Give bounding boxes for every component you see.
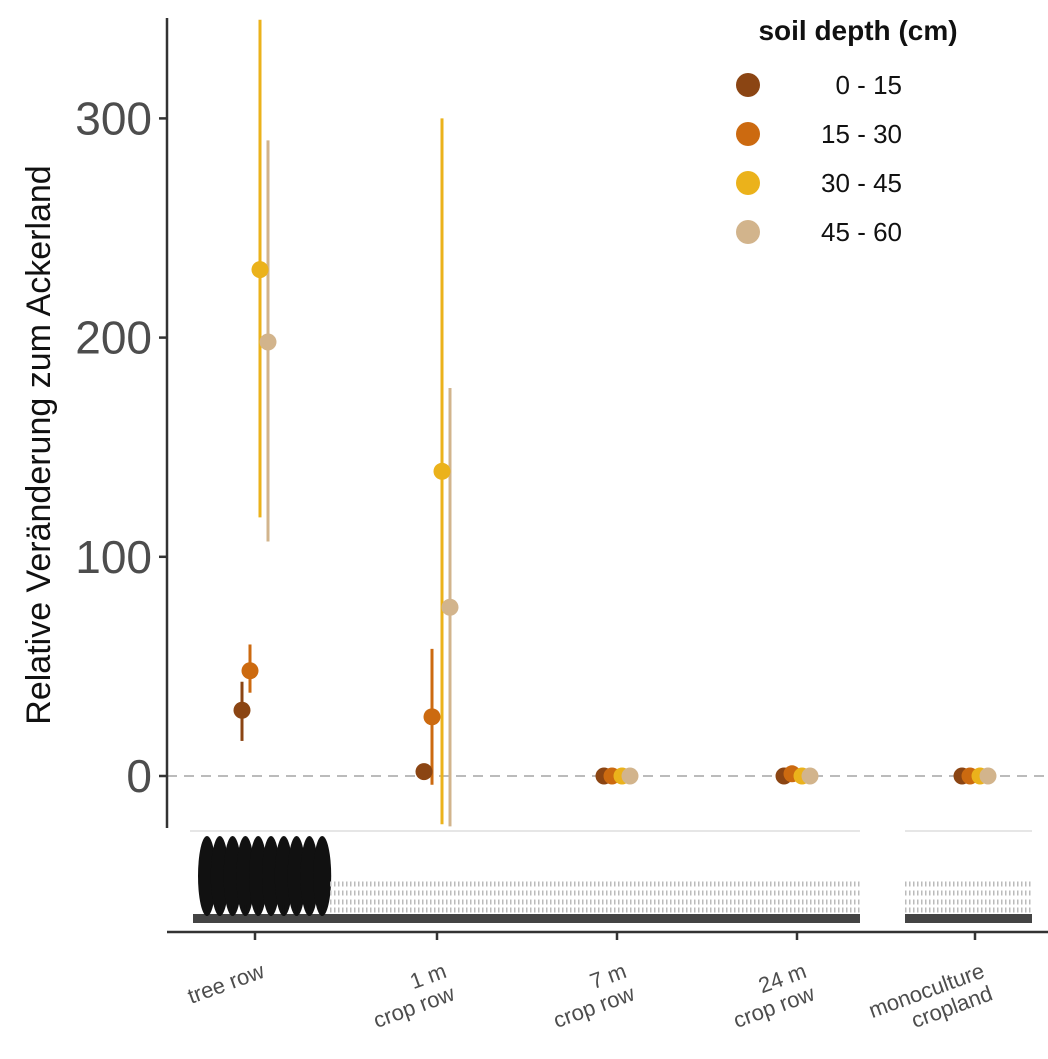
tree-canopy bbox=[262, 836, 280, 916]
ground-bar bbox=[905, 914, 1032, 923]
x-tick-label-line: tree row bbox=[184, 958, 267, 1009]
y-tick-label: 100 bbox=[75, 531, 152, 583]
tree-canopy bbox=[300, 836, 319, 916]
data-point bbox=[233, 701, 251, 719]
tree-canopy bbox=[274, 836, 293, 916]
legend-swatch bbox=[736, 122, 760, 146]
crop-illustration bbox=[330, 881, 1032, 913]
error-bar-layer bbox=[240, 19, 452, 827]
y-tick-label: 300 bbox=[75, 92, 152, 144]
legend-swatch bbox=[736, 73, 760, 97]
y-tick-label: 200 bbox=[75, 312, 152, 364]
tree-canopy bbox=[223, 836, 242, 916]
field-illustration bbox=[190, 830, 1032, 923]
data-point bbox=[433, 462, 451, 480]
legend-items: 0 - 15 15 - 30 30 - 45 45 - 60 bbox=[736, 70, 902, 247]
data-point bbox=[241, 662, 259, 680]
legend-label: 0 - 15 bbox=[836, 70, 903, 100]
legend-swatch bbox=[736, 171, 760, 195]
ground-bar bbox=[193, 914, 860, 923]
data-point bbox=[251, 261, 269, 279]
legend-label: 15 - 30 bbox=[821, 119, 902, 149]
tree-canopy bbox=[287, 836, 306, 916]
tree-canopy bbox=[198, 836, 216, 916]
data-point bbox=[621, 767, 639, 785]
data-point bbox=[801, 767, 819, 785]
data-point bbox=[979, 767, 997, 785]
point-layer bbox=[233, 261, 997, 785]
tree-canopy bbox=[249, 836, 268, 916]
y-axis-label: Relative Veränderung zum Ackerland bbox=[20, 165, 58, 724]
tree-row-illustration bbox=[198, 836, 332, 916]
legend: soil depth (cm) 0 - 15 15 - 30 30 - 45 45 -… bbox=[736, 15, 958, 247]
tree-canopy bbox=[210, 836, 229, 916]
legend-title: soil depth (cm) bbox=[758, 15, 957, 46]
tree-canopy bbox=[313, 836, 332, 916]
data-point bbox=[259, 333, 277, 351]
legend-label: 45 - 60 bbox=[821, 217, 902, 247]
axes-layer bbox=[165, 18, 1048, 934]
data-point bbox=[415, 763, 433, 781]
legend-label: 30 - 45 bbox=[821, 168, 902, 198]
tree-canopy bbox=[236, 836, 255, 916]
legend-swatch bbox=[736, 220, 760, 244]
data-point bbox=[441, 598, 459, 616]
x-tick-label: tree row bbox=[184, 958, 267, 1009]
y-tick-label: 0 bbox=[126, 750, 152, 802]
data-point bbox=[423, 708, 441, 726]
